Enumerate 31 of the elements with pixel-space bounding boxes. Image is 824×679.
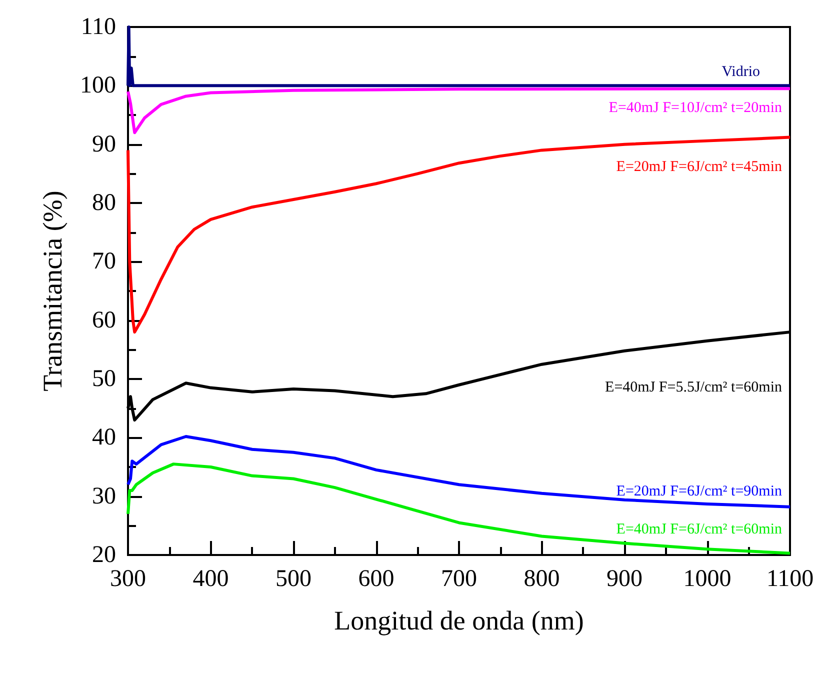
y-tick-label: 50 xyxy=(92,366,116,392)
x-tick-label: 300 xyxy=(110,566,146,592)
line-series xyxy=(126,462,792,555)
x-tick-label: 1000 xyxy=(683,566,732,592)
y-tick-label: 80 xyxy=(92,190,116,216)
series-label: E=40mJ F=10J/cm² t=20min xyxy=(608,100,782,116)
y-tick-label: 60 xyxy=(92,307,116,334)
series-label: Vidrio xyxy=(722,64,760,80)
x-tick-label: 600 xyxy=(358,566,394,592)
series-label: E=20mJ F=6J/cm² t=45min xyxy=(616,158,782,175)
series-label: E=40mJ F=6J/cm² t=60min xyxy=(616,522,782,538)
x-tick-label: 500 xyxy=(276,566,312,592)
line-series xyxy=(126,87,792,134)
x-tick-label: 900 xyxy=(606,566,642,592)
y-tick-label: 40 xyxy=(92,424,116,451)
y-tick-label: 90 xyxy=(92,131,116,158)
x-tick-label: 700 xyxy=(441,566,477,592)
y-tick-label: 30 xyxy=(92,483,116,510)
y-tick-label: 20 xyxy=(92,542,116,568)
y-tick-label: 70 xyxy=(92,248,116,275)
y-tick-label: 110 xyxy=(80,14,116,40)
line-series xyxy=(126,434,792,508)
x-tick-label: 800 xyxy=(524,566,560,592)
y-axis-title: Transmitancia (%) xyxy=(38,190,68,392)
x-tick-label: 1100 xyxy=(766,566,814,592)
line-series xyxy=(126,136,792,334)
x-axis-title: Longitud de onda (nm) xyxy=(334,606,584,636)
series-label: E=20mJ F=6J/cm² t=90min xyxy=(616,483,782,500)
y-tick-label: 100 xyxy=(80,72,116,99)
series-label: E=40mJ F=5.5J/cm² t=60min xyxy=(605,380,782,396)
x-tick-label: 400 xyxy=(192,566,229,592)
